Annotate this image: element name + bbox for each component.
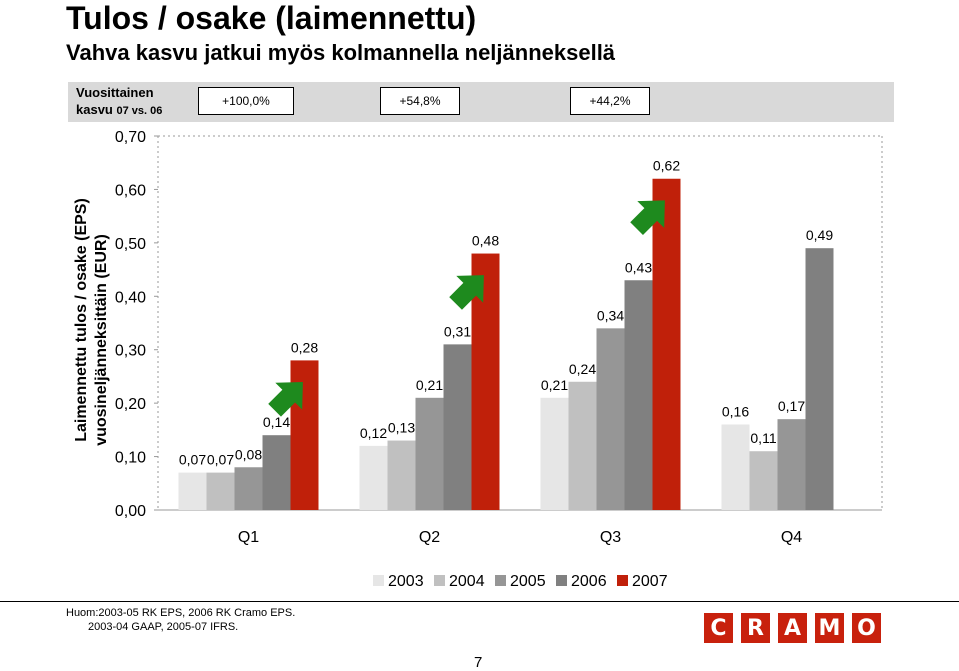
footer-divider: [0, 601, 959, 602]
bar: [749, 451, 778, 510]
legend-swatch: [495, 575, 506, 586]
bar: [721, 424, 750, 510]
data-label: 0,08: [235, 446, 262, 462]
logo-letter: A: [778, 613, 807, 643]
data-label: 0,11: [750, 430, 776, 446]
growth-box-q1: +100,0%: [198, 87, 294, 115]
growth-arrow-shape: [449, 275, 484, 310]
y-axis-label-line1: Laimennettu tulos / osake (EPS): [73, 198, 90, 442]
bar: [805, 248, 834, 510]
data-label: 0,49: [806, 227, 833, 243]
logo-letter: O: [852, 613, 881, 643]
growth-arrow-icon: [449, 275, 484, 310]
bar: [471, 253, 500, 511]
footnote-line1: Huom:2003-05 RK EPS, 2006 RK Cramo EPS.: [66, 607, 296, 619]
y-tick-label: 0,10: [115, 450, 146, 467]
growth-box-q3: +44,2%: [570, 87, 650, 115]
bar: [596, 328, 625, 510]
x-tick-label: Q1: [238, 529, 259, 546]
data-label: 0,17: [778, 398, 805, 414]
growth-label-line2: kasvu: [76, 102, 113, 117]
data-label: 0,07: [207, 452, 234, 468]
data-label: 0,16: [722, 404, 749, 420]
footnote-line2: 2003-04 GAAP, 2005-07 IFRS.: [88, 621, 239, 633]
growth-label-line1: Vuosittainen: [76, 85, 154, 100]
logo-letter: C: [704, 613, 733, 643]
bar: [568, 381, 597, 510]
data-label: 0,48: [472, 233, 499, 249]
legend-label: 2007: [632, 573, 668, 590]
data-label: 0,31: [444, 323, 471, 339]
growth-label: Vuosittainen kasvu 07 vs. 06: [76, 84, 162, 120]
growth-label-small: 07 vs. 06: [116, 105, 163, 117]
bar: [415, 397, 444, 510]
y-tick-label: 0,50: [115, 236, 146, 253]
y-tick-label: 0,30: [115, 343, 146, 360]
legend-label: 2006: [571, 573, 607, 590]
page-title: Tulos / osake (laimennettu): [66, 0, 477, 36]
growth-arrow-shape: [630, 200, 665, 236]
legend-swatch: [556, 575, 567, 586]
data-label: 0,12: [360, 425, 387, 441]
y-tick-label: 0,20: [115, 396, 146, 413]
legend-swatch: [434, 575, 445, 586]
bar: [206, 472, 235, 510]
legend-label: 2003: [388, 573, 424, 590]
page-number: 7: [474, 654, 483, 671]
growth-arrow-shape: [268, 382, 303, 417]
bar: [178, 472, 207, 510]
footnote: Huom:2003-05 RK EPS, 2006 RK Cramo EPS. …: [66, 606, 295, 634]
data-label: 0,13: [388, 420, 415, 436]
data-label: 0,21: [416, 377, 443, 393]
growth-arrow-icon: [630, 200, 665, 236]
growth-box-q2: +54,8%: [380, 87, 460, 115]
x-tick-label: Q2: [419, 529, 440, 546]
data-label: 0,07: [179, 452, 206, 468]
y-tick-label: 0,60: [115, 182, 146, 199]
bar: [624, 280, 653, 510]
bar: [387, 440, 416, 510]
eps-bar-chart: 0,00 0,10 0,20 0,30 0,40 0,50 0,60 0,70 Laimenne…: [73, 129, 883, 590]
bar: [359, 445, 388, 510]
bar: [777, 419, 806, 510]
data-label: 0,28: [291, 339, 318, 355]
growth-arrow-icon: [268, 382, 303, 417]
legend-label: 2004: [449, 573, 485, 590]
legend-swatch: [373, 575, 384, 586]
y-tick-label: 0,70: [115, 129, 146, 146]
data-label: 0,24: [569, 361, 596, 377]
bar: [443, 344, 472, 510]
bar: [234, 467, 263, 510]
bar: [652, 178, 681, 510]
data-label: 0,62: [653, 158, 680, 174]
data-label: 0,14: [263, 414, 290, 430]
page-subtitle: Vahva kasvu jatkui myös kolmannella nelj…: [66, 40, 616, 65]
x-tick-label: Q4: [781, 529, 802, 546]
data-label: 0,34: [597, 307, 624, 323]
data-label: 0,43: [625, 259, 652, 275]
bar: [262, 435, 291, 510]
data-label: 0,21: [541, 377, 568, 393]
logo-letter: M: [815, 613, 844, 643]
x-tick-label: Q3: [600, 529, 621, 546]
y-axis-label-line2: vuosineljänneksittäin (EUR): [93, 234, 110, 446]
legend-swatch: [617, 575, 628, 586]
logo-letter: R: [741, 613, 770, 643]
y-tick-label: 0,40: [115, 289, 146, 306]
legend-label: 2005: [510, 573, 546, 590]
y-tick-label: 0,00: [115, 503, 146, 520]
bar: [540, 397, 569, 510]
